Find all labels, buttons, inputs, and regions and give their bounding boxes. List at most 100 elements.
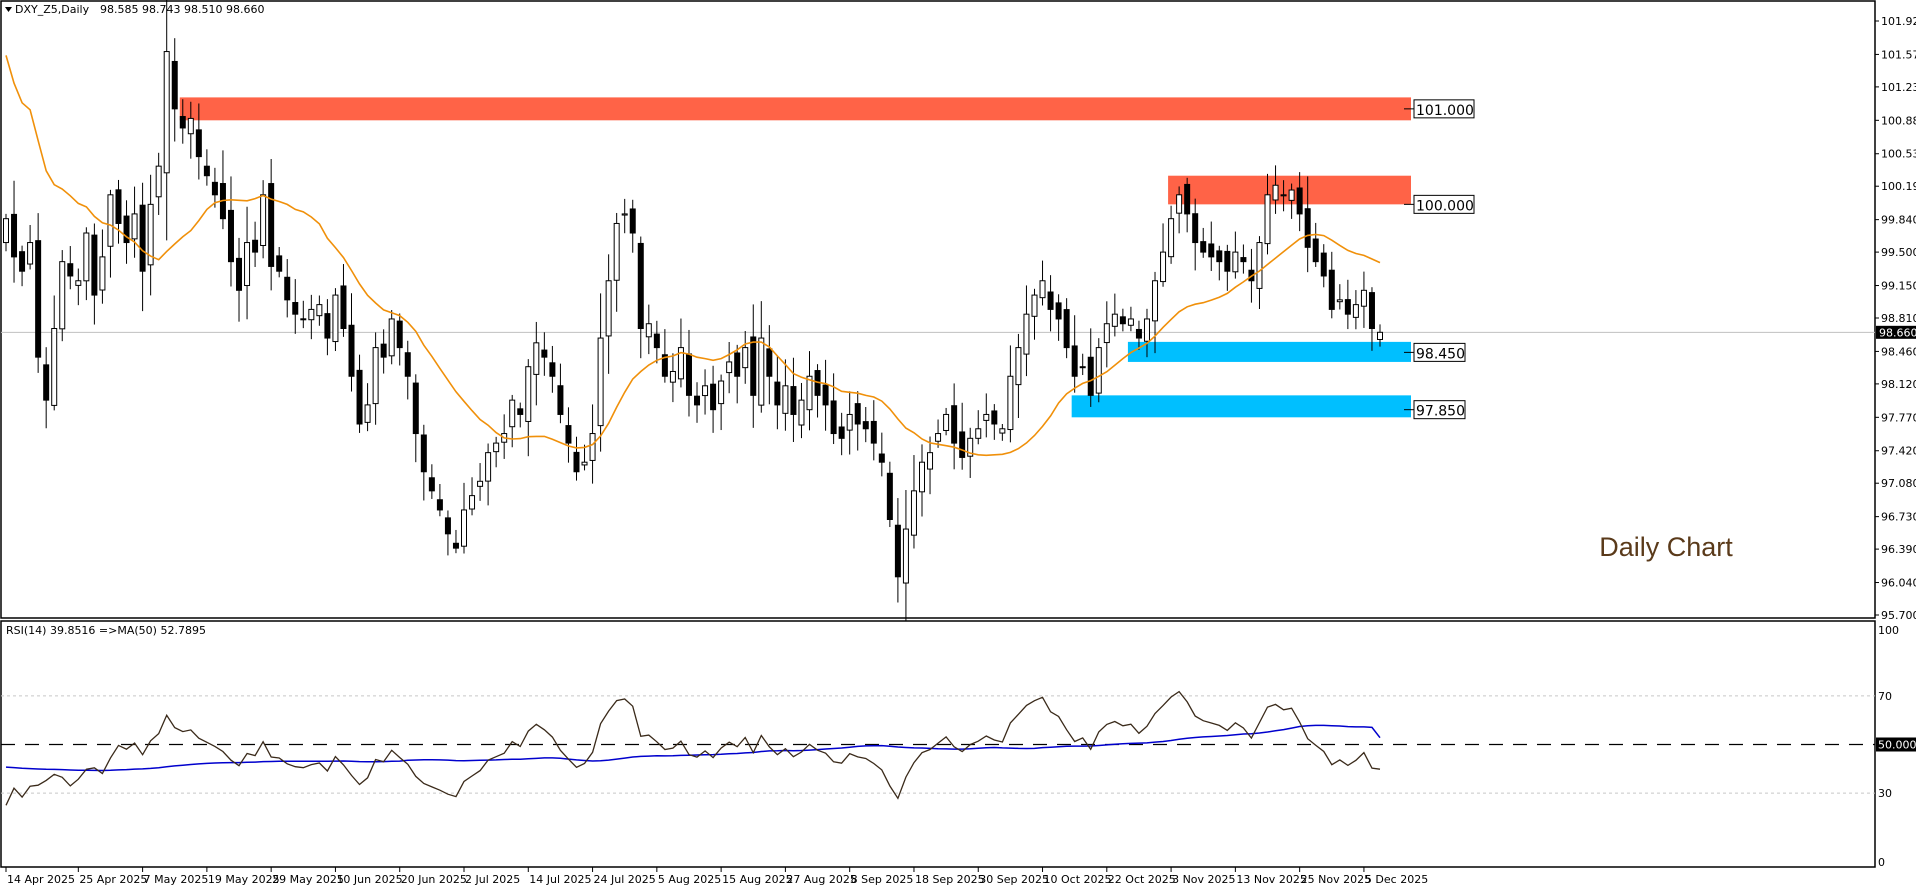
candle xyxy=(637,236,644,359)
price-tick-label: 101.230 xyxy=(1881,81,1916,94)
price-tick-label: 101.570 xyxy=(1881,48,1916,61)
candle xyxy=(862,407,869,443)
bear-candle-body xyxy=(653,333,660,349)
rsi-level-label: 50.0000 xyxy=(1878,739,1916,752)
date-tick-label: 19 May 2025 xyxy=(208,873,280,886)
bull-candle-body xyxy=(645,323,652,338)
date-tick-label: 24 Jul 2025 xyxy=(594,873,656,886)
candle xyxy=(83,227,90,301)
bull-candle-body xyxy=(509,399,516,428)
candle xyxy=(806,351,813,431)
price-tick-label: 97.420 xyxy=(1881,445,1916,458)
candle xyxy=(549,345,556,393)
bull-candle-body xyxy=(910,490,917,536)
candle xyxy=(919,444,925,517)
bull-candle-body xyxy=(1176,194,1183,214)
bull-candle-body xyxy=(1256,242,1263,289)
collapse-triangle-icon[interactable] xyxy=(5,7,12,12)
candle xyxy=(461,482,467,554)
bull-candle-body xyxy=(677,347,684,380)
candle xyxy=(878,432,885,477)
candle xyxy=(187,101,194,159)
bull-candle-body xyxy=(364,404,371,423)
bear-candle-body xyxy=(19,251,26,272)
candle xyxy=(59,250,66,342)
candle xyxy=(75,268,82,306)
candle xyxy=(621,198,628,234)
bull-candle-body xyxy=(919,461,925,493)
candle xyxy=(525,359,532,457)
candle xyxy=(436,483,443,517)
candle xyxy=(533,321,540,406)
candle xyxy=(782,359,789,431)
candle xyxy=(428,464,435,499)
bear-candle-body xyxy=(276,255,283,272)
bear-candle-body xyxy=(750,336,757,396)
bull-candle-body xyxy=(1039,280,1046,299)
bull-candle-body xyxy=(742,347,749,369)
candle xyxy=(236,237,243,322)
candle xyxy=(67,246,74,290)
bull-candle-body xyxy=(718,380,725,405)
bear-candle-body xyxy=(300,318,307,321)
candle xyxy=(292,279,299,334)
bear-candle-body xyxy=(179,116,186,129)
candle xyxy=(565,407,572,463)
candle xyxy=(372,332,379,425)
bull-candle-body xyxy=(581,461,588,466)
price-pane-border xyxy=(0,0,1876,619)
bear-candle-body xyxy=(1368,292,1375,330)
bull-candle-body xyxy=(155,165,162,198)
zone-label: 101.000 xyxy=(1416,103,1474,119)
bull-candle-body xyxy=(1288,189,1295,201)
bull-candle-body xyxy=(1143,318,1150,342)
bull-candle-body xyxy=(533,342,540,375)
bull-candle-body xyxy=(1152,280,1159,322)
header: DXY_Z5,Daily 98.585 98.743 98.510 98.660 xyxy=(5,3,264,16)
date-tick-label: 8 Sep 2025 xyxy=(851,873,914,886)
bull-candle-body xyxy=(983,413,990,421)
candle xyxy=(43,347,50,429)
candle xyxy=(1079,353,1086,376)
bull-candle-body xyxy=(388,318,395,357)
bear-candle-body xyxy=(1192,213,1199,244)
candle xyxy=(581,444,588,471)
candle xyxy=(935,419,942,448)
bull-candle-body xyxy=(244,242,251,287)
candle xyxy=(1007,345,1014,443)
price-tick-label: 97.770 xyxy=(1881,411,1916,424)
bear-candle-body xyxy=(404,352,411,377)
date-tick-label: 10 Jun 2025 xyxy=(336,873,402,886)
bear-candle-body xyxy=(549,362,556,377)
date-tick-label: 25 Apr 2025 xyxy=(79,873,147,886)
bull-candle-body xyxy=(51,328,58,406)
candle xyxy=(1168,205,1175,264)
date-tick-label: 13 Nov 2025 xyxy=(1236,873,1306,886)
bull-candle-body xyxy=(469,495,476,510)
candle xyxy=(1256,236,1263,310)
bull-candle-body xyxy=(702,385,709,397)
candle xyxy=(959,402,966,470)
bull-candle-body xyxy=(846,413,853,431)
date-tick-label: 2 Jul 2025 xyxy=(465,873,520,886)
price-tick-label: 98.120 xyxy=(1881,378,1916,391)
bull-candle-body xyxy=(605,280,612,337)
candle xyxy=(886,461,893,528)
candle xyxy=(1336,284,1343,310)
bull-candle-body xyxy=(597,337,604,427)
bear-candle-body xyxy=(854,403,861,425)
bull-candle-body xyxy=(316,304,323,317)
bull-candle-body xyxy=(1272,184,1279,201)
candle xyxy=(1127,306,1134,332)
bear-candle-body xyxy=(838,426,845,439)
candle xyxy=(1344,279,1351,330)
price-tick-label: 98.810 xyxy=(1881,312,1916,325)
bull-candle-body xyxy=(1103,323,1110,344)
bull-candle-body xyxy=(1127,318,1134,326)
bull-candle-body xyxy=(99,256,106,291)
candle xyxy=(1224,244,1231,291)
candle xyxy=(469,477,476,516)
current-price-text: 98.660 xyxy=(1879,326,1916,339)
bull-candle-body xyxy=(967,437,974,457)
